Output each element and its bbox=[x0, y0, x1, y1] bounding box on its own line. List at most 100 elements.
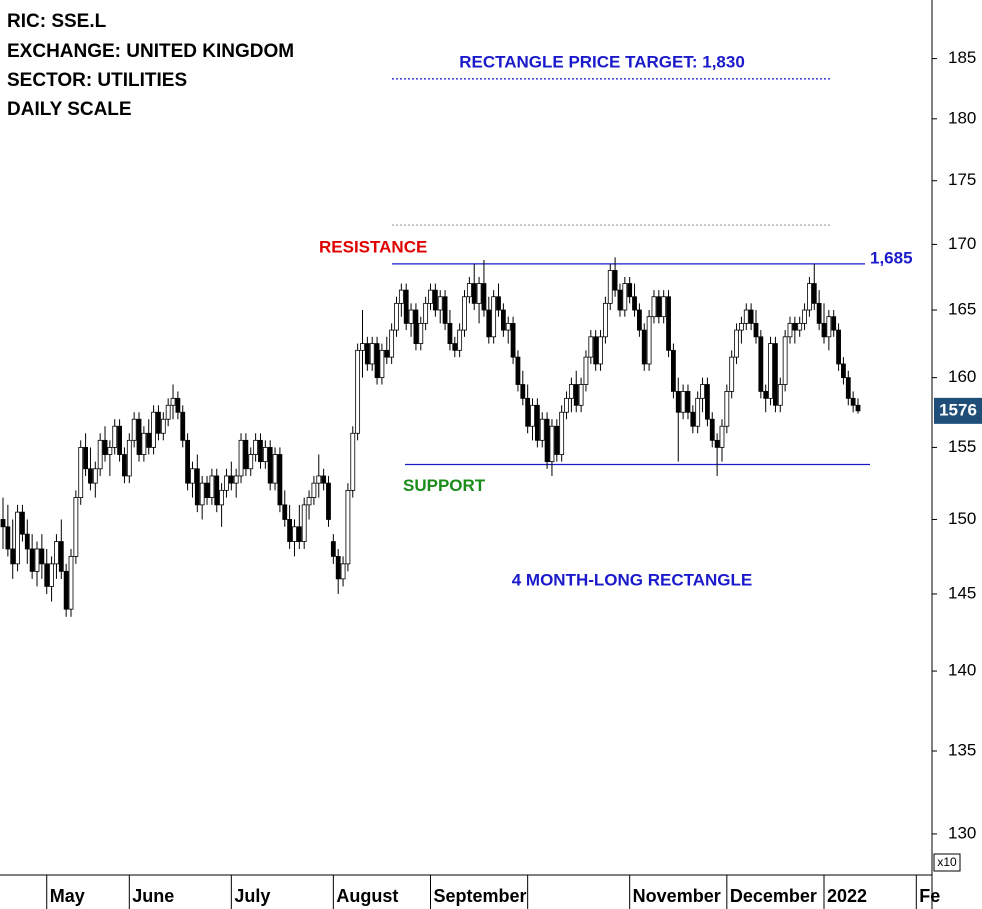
candle-body bbox=[224, 475, 229, 491]
scale-note-box bbox=[933, 853, 961, 872]
candle-body bbox=[486, 309, 492, 338]
y-tick-label: 180 bbox=[948, 108, 976, 127]
candle-body bbox=[428, 289, 433, 304]
candle-body bbox=[612, 270, 618, 291]
month-label: July bbox=[234, 886, 270, 906]
candle-body bbox=[748, 309, 754, 324]
candle-body bbox=[811, 283, 817, 304]
candle-body bbox=[807, 283, 812, 311]
candle-body bbox=[214, 475, 220, 506]
candle-body bbox=[10, 548, 16, 565]
level-value-label: 1,685 bbox=[870, 248, 913, 267]
candle-body bbox=[122, 454, 127, 477]
y-tick-label: 140 bbox=[948, 661, 976, 680]
candle-body bbox=[350, 432, 356, 491]
candle-body bbox=[54, 541, 59, 565]
candle-body bbox=[719, 425, 725, 448]
candle-body bbox=[180, 411, 186, 441]
month-label: August bbox=[336, 886, 398, 906]
candle-body bbox=[598, 336, 603, 365]
candle-body bbox=[63, 570, 69, 610]
candle-body bbox=[126, 439, 132, 477]
candle-body bbox=[311, 482, 317, 498]
candle-body bbox=[457, 329, 463, 351]
candle-body bbox=[160, 418, 166, 434]
month-label: September bbox=[434, 886, 527, 906]
candle-body bbox=[364, 343, 370, 365]
candle-body bbox=[666, 296, 671, 351]
candle-body bbox=[447, 322, 453, 344]
candle-body bbox=[306, 497, 312, 506]
candle-body bbox=[705, 384, 710, 420]
candle-body bbox=[267, 447, 273, 484]
candle-body bbox=[248, 454, 254, 470]
candle-body bbox=[641, 329, 647, 365]
candle-body bbox=[496, 296, 501, 311]
candle-body bbox=[632, 296, 637, 311]
candle-body bbox=[544, 418, 550, 463]
candle-body bbox=[394, 302, 399, 331]
candle-body bbox=[296, 526, 302, 542]
candle-body bbox=[83, 447, 88, 470]
candle-body bbox=[437, 296, 443, 311]
candle-body bbox=[253, 439, 259, 455]
candle-body bbox=[204, 482, 210, 498]
candle-body bbox=[262, 447, 268, 463]
candle-body bbox=[185, 439, 191, 484]
candle-body bbox=[549, 425, 555, 463]
candle-body bbox=[768, 343, 773, 399]
candle-body bbox=[826, 316, 832, 338]
candle-body bbox=[729, 356, 735, 392]
candle-body bbox=[408, 309, 414, 324]
candle-body bbox=[58, 541, 64, 572]
candle-body bbox=[68, 555, 74, 610]
candle-body bbox=[442, 296, 448, 324]
candle-body bbox=[117, 425, 122, 455]
y-tick-label: 165 bbox=[948, 300, 976, 319]
candle-body bbox=[190, 468, 195, 484]
candle-body bbox=[238, 439, 244, 477]
candle-body bbox=[700, 384, 705, 399]
candle-body bbox=[34, 548, 40, 572]
candle-body bbox=[156, 411, 161, 434]
candle-body bbox=[146, 432, 152, 448]
candle-body bbox=[855, 404, 861, 412]
candle-body bbox=[326, 482, 331, 520]
candle-body bbox=[321, 475, 327, 484]
candle-body bbox=[398, 289, 404, 304]
candle-body bbox=[360, 343, 365, 351]
candle-body bbox=[175, 397, 181, 413]
header-line: SECTOR: UTILITIES bbox=[7, 70, 187, 91]
candle-body bbox=[432, 289, 438, 311]
candle-body bbox=[194, 468, 200, 506]
candle-body bbox=[588, 336, 594, 358]
candle-body bbox=[578, 384, 584, 406]
candle-body bbox=[228, 475, 234, 484]
candle-body bbox=[782, 336, 788, 385]
candle-body bbox=[29, 548, 35, 572]
candle-body bbox=[617, 289, 623, 311]
candle-body bbox=[709, 418, 715, 441]
candle-body bbox=[131, 418, 137, 441]
candle-body bbox=[773, 343, 778, 406]
header-line: RIC: SSE.L bbox=[7, 11, 107, 32]
candle-body bbox=[44, 563, 50, 587]
y-tick-label: 145 bbox=[948, 583, 976, 602]
candle-body bbox=[534, 404, 540, 441]
candle-body bbox=[568, 384, 574, 399]
candle-body bbox=[102, 439, 108, 455]
month-label: May bbox=[50, 886, 85, 906]
month-label: Fe bbox=[919, 886, 940, 906]
candle-body bbox=[802, 309, 807, 324]
candle-body bbox=[607, 270, 613, 304]
candle-body bbox=[233, 475, 239, 484]
y-tick-label: 175 bbox=[948, 170, 976, 189]
candle-body bbox=[165, 404, 171, 420]
candle-body bbox=[340, 563, 346, 580]
candle-body bbox=[622, 283, 628, 311]
candle-body bbox=[73, 497, 79, 557]
candle-body bbox=[559, 411, 565, 455]
level-label: RESISTANCE bbox=[319, 237, 427, 256]
